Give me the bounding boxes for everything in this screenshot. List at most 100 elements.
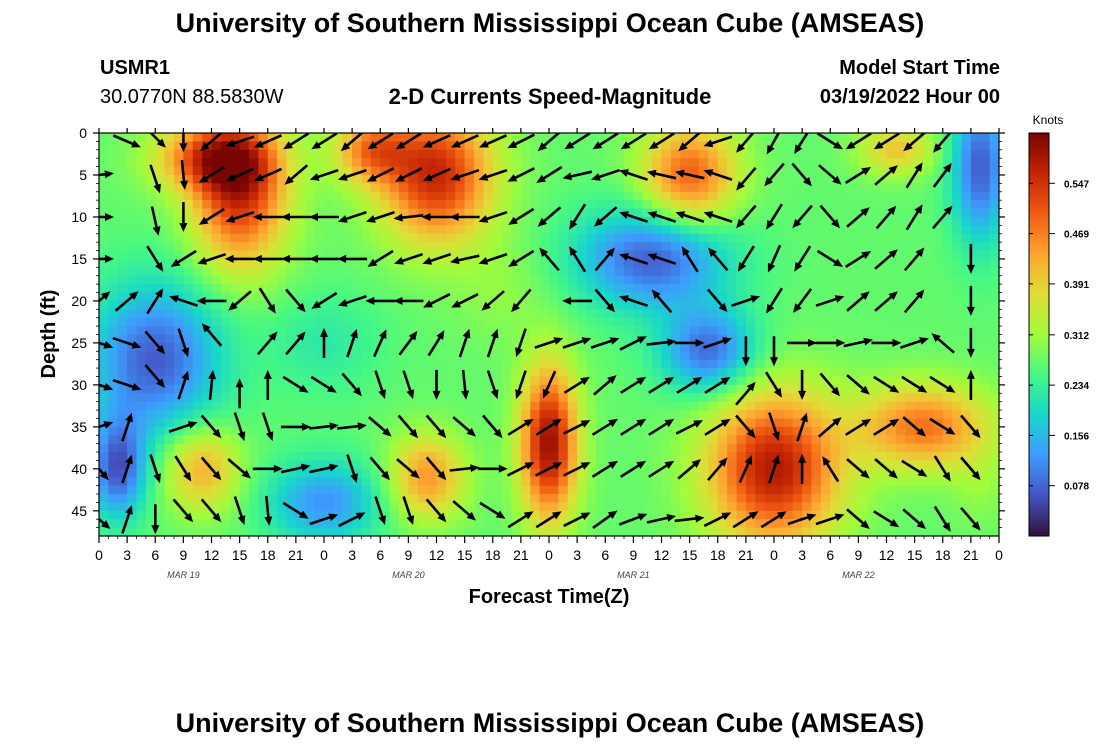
heatmap-cell [239, 200, 250, 210]
heatmap-cell [258, 393, 269, 403]
current-vector-arrow [798, 369, 807, 400]
heatmap-cell [174, 242, 184, 252]
heatmap-cell [895, 284, 906, 294]
heatmap-cell [239, 317, 250, 327]
heatmap-cell [830, 334, 841, 344]
heatmap-cell [699, 191, 709, 201]
heatmap-cell [727, 359, 738, 369]
heatmap-cell [417, 527, 428, 536]
heatmap-cell [961, 292, 972, 302]
heatmap-cell [511, 468, 522, 478]
heatmap-cell [455, 460, 466, 470]
heatmap-cell [614, 368, 625, 378]
heatmap-cell [745, 468, 756, 478]
heatmap-cell [905, 351, 916, 361]
heatmap-cell [652, 384, 663, 394]
heatmap-cell [164, 359, 175, 369]
heatmap-cell [595, 342, 606, 352]
heatmap-cell [820, 418, 831, 428]
heatmap-cell [192, 401, 203, 411]
heatmap-cell [989, 485, 999, 495]
heatmap-cell [774, 485, 784, 495]
heatmap-cell [220, 452, 231, 462]
heatmap-cell [811, 149, 822, 159]
heatmap-cell [567, 158, 578, 168]
heatmap-cell [183, 275, 194, 285]
heatmap-cell [661, 410, 672, 420]
heatmap-cell [736, 426, 747, 436]
heatmap-cell [586, 242, 597, 252]
heatmap-cell [802, 426, 813, 436]
heatmap-cell [492, 242, 503, 252]
heatmap-cell [783, 191, 794, 201]
heatmap-cell [108, 166, 119, 176]
heatmap-cell [680, 368, 691, 378]
heatmap-cell [427, 183, 438, 193]
heatmap-cell [399, 435, 409, 445]
heatmap-cell [633, 426, 644, 436]
heatmap-cell [699, 208, 709, 218]
heatmap-cell [192, 141, 203, 151]
heatmap-cell [267, 452, 278, 462]
heatmap-cell [586, 426, 597, 436]
heatmap-cell [661, 292, 672, 302]
heatmap-cell [436, 166, 447, 176]
heatmap-cell [877, 519, 888, 529]
heatmap-cell [989, 174, 999, 184]
heatmap-cell [249, 317, 259, 327]
heatmap-cell [99, 309, 109, 319]
heatmap-cell [183, 191, 194, 201]
heatmap-cell [380, 485, 391, 495]
heatmap-cell [905, 494, 916, 504]
heatmap-cell [324, 342, 334, 352]
heatmap-cell [942, 460, 953, 470]
heatmap-cell [783, 502, 794, 512]
current-vector-arrow [225, 167, 254, 182]
heatmap-cell [849, 485, 859, 495]
heatmap-cell [755, 183, 766, 193]
heatmap-cell [970, 410, 981, 420]
heatmap-cell [136, 393, 147, 403]
heatmap-cell [830, 250, 841, 260]
heatmap-cell [567, 494, 578, 504]
current-vector-arrow [280, 463, 311, 474]
current-vector-arrow [346, 328, 358, 358]
heatmap-cell [792, 242, 803, 252]
heatmap-cell [708, 418, 719, 428]
heatmap-cell [127, 426, 138, 436]
heatmap-cell [417, 351, 428, 361]
heatmap-cell [370, 292, 381, 302]
heatmap-cell [567, 435, 578, 445]
y-tick-label: 10 [71, 209, 87, 225]
heatmap-cell [164, 401, 175, 411]
heatmap-cell [108, 485, 119, 495]
heatmap-cell [399, 443, 409, 453]
heatmap-cell [436, 460, 447, 470]
heatmap-cell [774, 435, 784, 445]
heatmap-cell [736, 326, 747, 336]
heatmap-cell [174, 300, 184, 310]
heatmap-cell [867, 309, 878, 319]
heatmap-cell [127, 359, 138, 369]
heatmap-cell [361, 376, 372, 386]
heatmap-cell [670, 376, 681, 386]
heatmap-cell [295, 292, 306, 302]
heatmap-cell [689, 351, 700, 361]
heatmap-cell [558, 368, 569, 378]
heatmap-cell [567, 166, 578, 176]
heatmap-cell [445, 149, 456, 159]
heatmap-cell [586, 191, 597, 201]
heatmap-cell [642, 510, 653, 520]
heatmap-cell [464, 418, 475, 428]
heatmap-cell [314, 183, 325, 193]
heatmap-cell [539, 149, 550, 159]
heatmap-cell [595, 410, 606, 420]
heatmap-cell [933, 292, 944, 302]
heatmap-cell [539, 309, 550, 319]
heatmap-cell [895, 149, 906, 159]
heatmap-cell [905, 477, 916, 487]
heatmap-cell [839, 216, 850, 226]
heatmap-cell [389, 393, 400, 403]
heatmap-cell [699, 149, 709, 159]
heatmap-cell [286, 300, 297, 310]
